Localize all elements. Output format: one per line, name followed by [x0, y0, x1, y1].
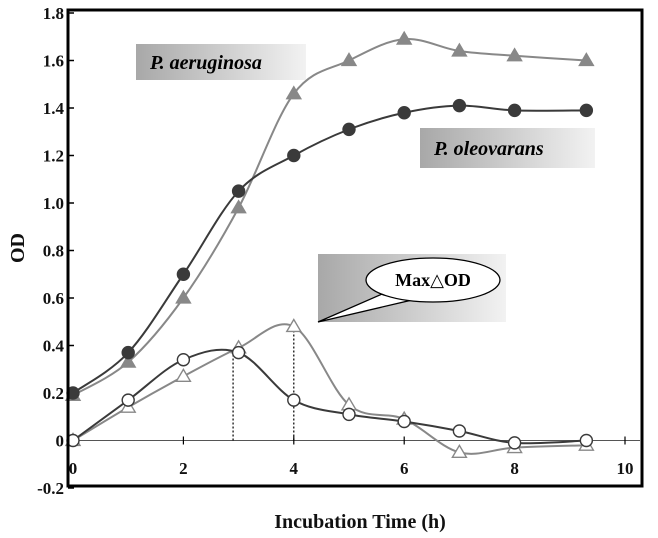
triangle-marker: [285, 318, 303, 333]
series-line-1: [72, 38, 587, 397]
circle-marker: [176, 353, 191, 367]
y-tick-label: 0: [56, 432, 65, 451]
y-tick-label: 1.2: [43, 147, 64, 166]
y-tick-label: 0.4: [43, 337, 65, 356]
circle-marker: [121, 345, 135, 360]
circle-marker: [579, 433, 594, 448]
triangle-marker: [285, 85, 303, 100]
plot-area: -0.2 0 0.2 0.4 0.6 0.8 1.0 1.2 1.4 1.6 1.8 0 2 4 6 8 10: [37, 4, 640, 498]
y-tick-label: -0.2: [37, 479, 64, 498]
y-tick-label: 0.6: [43, 289, 64, 308]
aeruginosa-label: P. aeruginosa: [149, 52, 262, 74]
y-tick-label: 1.0: [43, 194, 64, 213]
circle-marker: [507, 436, 522, 450]
triangle-marker: [506, 47, 523, 62]
circle-marker: [452, 98, 467, 113]
series-line-2: [72, 104, 587, 394]
y-tick-label: 0.2: [43, 384, 64, 403]
triangle-marker: [119, 353, 137, 368]
circle-marker: [231, 184, 246, 198]
circle-marker: [121, 393, 135, 407]
triangle-marker: [230, 199, 247, 214]
oleovarans-label-box: [420, 128, 595, 168]
series-line-3: [72, 323, 587, 455]
x-tick-label: 10: [617, 459, 634, 478]
triangle-marker: [175, 367, 192, 382]
triangle-marker: [340, 52, 358, 67]
x-tick-label: 4: [290, 459, 299, 478]
y-tick-label: 1.4: [43, 99, 65, 118]
circle-marker: [397, 414, 411, 429]
circle-marker: [342, 407, 356, 422]
x-tick-label: 6: [400, 459, 409, 478]
circle-marker: [287, 148, 301, 163]
x-tick-label: 8: [510, 459, 519, 478]
triangle-marker: [451, 443, 468, 458]
x-axis-title: Incubation Time (h): [274, 511, 446, 533]
series-line-4: [72, 348, 587, 445]
circle-marker: [397, 106, 411, 120]
circle-marker: [231, 345, 246, 360]
y-axis-title: OD: [7, 233, 29, 263]
y-tick-label: 1.6: [43, 52, 64, 71]
triangle-marker: [175, 289, 192, 304]
circle-marker: [176, 267, 191, 281]
oleovarans-label: P. oleovarans: [433, 138, 544, 160]
callout-text: Max△OD: [395, 270, 471, 290]
triangle-marker: [451, 42, 468, 57]
circle-marker: [452, 424, 467, 438]
circle-marker: [342, 122, 356, 137]
triangle-marker: [395, 30, 413, 45]
x-tick-label: 0: [69, 459, 78, 478]
x-tick-label: 2: [179, 459, 188, 478]
triangle-marker: [578, 52, 595, 67]
plot-frame: [66, 8, 644, 488]
circle-marker: [507, 103, 522, 118]
y-tick-label: 0.8: [43, 242, 64, 261]
callout-pointer-join: [395, 290, 411, 296]
y-tick-label: 1.8: [43, 4, 64, 23]
circle-marker: [287, 393, 301, 407]
aeruginosa-label-box: [136, 44, 306, 80]
circle-marker: [579, 103, 594, 118]
